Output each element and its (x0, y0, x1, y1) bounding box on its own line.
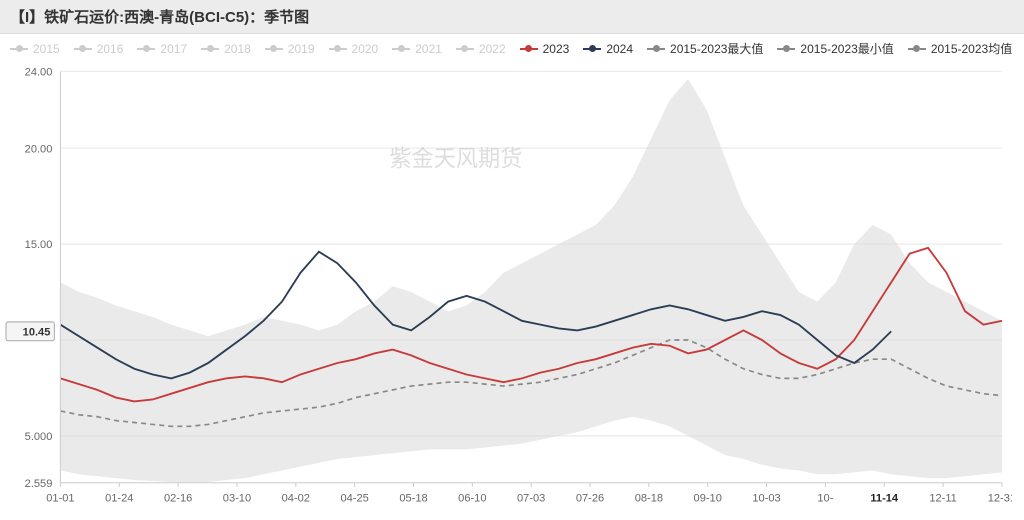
x-tick: 11-14 (870, 492, 898, 504)
legend-marker (201, 44, 219, 54)
x-tick: 10-03 (752, 492, 780, 504)
legend-item-2015[interactable]: 2015 (10, 42, 60, 56)
legend-marker (10, 44, 28, 54)
legend-marker (74, 44, 92, 54)
legend-label: 2020 (352, 42, 379, 56)
y-tick: 20.00 (25, 143, 53, 155)
legend-item-2021[interactable]: 2021 (392, 42, 442, 56)
y-tick: 24.00 (25, 66, 53, 78)
legend-item-2020[interactable]: 2020 (329, 42, 379, 56)
legend-item-2022[interactable]: 2022 (456, 42, 506, 56)
legend: 2015 2016 2017 2018 2019 2020 2021 2022 2023 2024… (0, 34, 1024, 59)
legend-marker (908, 44, 926, 54)
x-tick: 01-01 (46, 492, 74, 504)
legend-label: 2017 (160, 42, 187, 56)
legend-item-2015-2023最大值[interactable]: 2015-2023最大值 (647, 40, 763, 57)
legend-label: 2016 (97, 42, 124, 56)
legend-item-2016[interactable]: 2016 (74, 42, 124, 56)
legend-marker (329, 44, 347, 54)
x-tick: 01-24 (105, 492, 133, 504)
legend-marker (392, 44, 410, 54)
x-tick: 04-02 (282, 492, 310, 504)
legend-item-2023[interactable]: 2023 (520, 42, 570, 56)
legend-label: 2018 (224, 42, 251, 56)
legend-marker (137, 44, 155, 54)
y-tick: 15.00 (25, 239, 53, 251)
legend-item-2019[interactable]: 2019 (265, 42, 315, 56)
x-tick: 07-03 (517, 492, 545, 504)
legend-label: 2024 (606, 42, 633, 56)
watermark: 紫金天风期货 (389, 146, 522, 171)
x-tick: 04-25 (341, 492, 369, 504)
legend-label: 2021 (415, 42, 442, 56)
legend-label: 2023 (543, 42, 570, 56)
x-tick: 12-11 (929, 492, 956, 504)
x-tick: 02-16 (164, 492, 192, 504)
legend-item-2017[interactable]: 2017 (137, 42, 187, 56)
legend-marker (777, 44, 795, 54)
legend-label: 2015 (33, 42, 60, 56)
chart-svg: 2.559 5.000 15.00 20.00 24.00 紫金天风期货 01-01 01-2… (4, 63, 1012, 512)
x-tick: 08-18 (635, 492, 663, 504)
y-tick: 2.559 (25, 478, 53, 490)
legend-label: 2019 (288, 42, 315, 56)
legend-label: 2015-2023最大值 (670, 40, 763, 57)
x-tick: 06-10 (458, 492, 486, 504)
x-tick: 09-10 (694, 492, 722, 504)
chart-area: 2.559 5.000 15.00 20.00 24.00 紫金天风期货 01-01 01-2… (0, 59, 1024, 520)
x-tick: 05-18 (399, 492, 427, 504)
legend-item-2018[interactable]: 2018 (201, 42, 251, 56)
x-tick: 03-10 (223, 492, 251, 504)
x-tick: 07-26 (576, 492, 604, 504)
y-highlight-label: 10.45 (23, 326, 51, 338)
legend-label: 2022 (479, 42, 506, 56)
legend-marker (265, 44, 283, 54)
chart-title: 【I】铁矿石运价:西澳-青岛(BCI-C5)：季节图 (0, 0, 1024, 34)
range-band (60, 79, 1001, 483)
legend-marker (520, 44, 538, 54)
legend-item-2015-2023均值[interactable]: 2015-2023均值 (908, 40, 1012, 57)
x-tick: 10- (817, 492, 833, 504)
chart-container: 【I】铁矿石运价:西澳-青岛(BCI-C5)：季节图 2015201620172… (0, 0, 1024, 520)
legend-label: 2015-2023均值 (931, 40, 1012, 57)
legend-marker (583, 44, 601, 54)
x-tick: 12-31 (988, 492, 1012, 504)
legend-marker (647, 44, 665, 54)
legend-marker (456, 44, 474, 54)
legend-item-2015-2023最小值[interactable]: 2015-2023最小值 (777, 40, 893, 57)
legend-label: 2015-2023最小值 (800, 40, 893, 57)
y-tick: 5.000 (25, 431, 53, 443)
legend-item-2024[interactable]: 2024 (583, 42, 633, 56)
